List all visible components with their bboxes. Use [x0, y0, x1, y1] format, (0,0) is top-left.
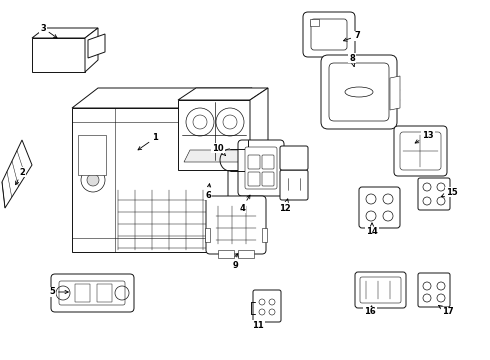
- Text: 12: 12: [279, 199, 291, 212]
- FancyBboxPatch shape: [248, 172, 260, 186]
- Bar: [75, 284, 90, 302]
- Polygon shape: [184, 150, 262, 162]
- Polygon shape: [218, 250, 234, 258]
- Polygon shape: [228, 88, 252, 252]
- FancyBboxPatch shape: [206, 196, 266, 254]
- FancyBboxPatch shape: [400, 132, 441, 170]
- Polygon shape: [85, 28, 98, 72]
- FancyBboxPatch shape: [248, 155, 260, 169]
- FancyBboxPatch shape: [418, 273, 450, 307]
- Polygon shape: [205, 228, 210, 242]
- FancyBboxPatch shape: [262, 172, 274, 186]
- FancyBboxPatch shape: [355, 272, 406, 308]
- Polygon shape: [178, 100, 250, 170]
- FancyBboxPatch shape: [245, 147, 277, 189]
- FancyBboxPatch shape: [253, 290, 281, 322]
- FancyBboxPatch shape: [360, 277, 401, 303]
- Text: 7: 7: [343, 31, 360, 41]
- Circle shape: [87, 174, 99, 186]
- FancyBboxPatch shape: [303, 12, 355, 57]
- Polygon shape: [390, 76, 400, 110]
- FancyBboxPatch shape: [51, 274, 134, 312]
- FancyBboxPatch shape: [280, 146, 308, 170]
- Polygon shape: [88, 34, 105, 58]
- FancyBboxPatch shape: [359, 187, 400, 228]
- Text: 14: 14: [366, 223, 378, 237]
- Text: 17: 17: [439, 306, 454, 316]
- FancyBboxPatch shape: [394, 126, 447, 176]
- Text: 2: 2: [16, 167, 25, 185]
- Text: 5: 5: [49, 288, 68, 297]
- Text: 4: 4: [239, 195, 250, 212]
- Bar: [97, 284, 112, 302]
- Polygon shape: [2, 140, 32, 208]
- Text: 11: 11: [252, 320, 264, 329]
- FancyBboxPatch shape: [238, 140, 284, 196]
- FancyBboxPatch shape: [321, 55, 397, 129]
- FancyBboxPatch shape: [280, 170, 308, 200]
- Polygon shape: [32, 28, 98, 38]
- Polygon shape: [72, 88, 252, 108]
- Bar: [78, 135, 106, 175]
- FancyBboxPatch shape: [262, 155, 274, 169]
- FancyBboxPatch shape: [418, 178, 450, 210]
- Text: 15: 15: [441, 188, 458, 197]
- Text: 9: 9: [232, 254, 238, 270]
- FancyBboxPatch shape: [311, 19, 347, 50]
- Text: 6: 6: [205, 184, 211, 199]
- Polygon shape: [32, 38, 85, 72]
- Text: 10: 10: [212, 144, 225, 156]
- Bar: [310, 19, 319, 26]
- Polygon shape: [72, 108, 228, 252]
- FancyBboxPatch shape: [59, 281, 125, 305]
- Polygon shape: [262, 228, 267, 242]
- Text: 8: 8: [349, 54, 355, 67]
- Text: 13: 13: [415, 131, 434, 143]
- Text: 1: 1: [138, 134, 158, 150]
- Polygon shape: [238, 250, 254, 258]
- Text: 3: 3: [40, 23, 57, 38]
- FancyBboxPatch shape: [329, 63, 389, 121]
- Polygon shape: [178, 88, 268, 100]
- Polygon shape: [250, 88, 268, 170]
- Text: 16: 16: [364, 306, 376, 316]
